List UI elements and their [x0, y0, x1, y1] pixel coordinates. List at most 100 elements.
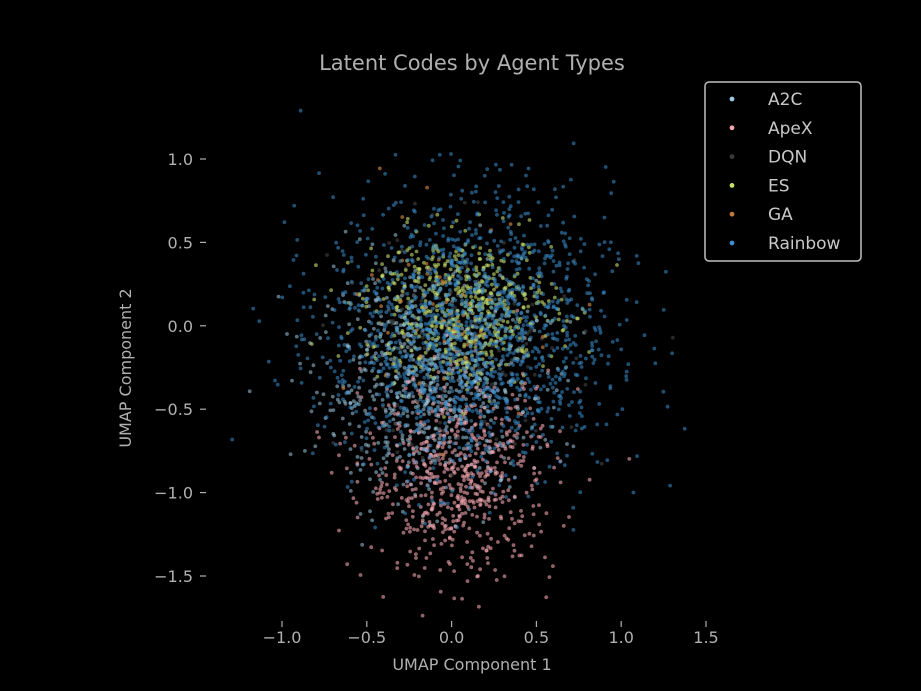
data-point	[353, 403, 358, 408]
data-point	[534, 477, 539, 482]
data-point	[563, 338, 568, 343]
data-point	[524, 348, 529, 352]
data-point	[443, 428, 448, 432]
data-point	[456, 237, 460, 242]
data-point	[483, 433, 487, 438]
data-point	[626, 362, 631, 367]
data-point	[323, 313, 328, 318]
data-point	[476, 433, 480, 438]
data-point	[400, 330, 404, 335]
data-point	[326, 336, 330, 341]
data-point	[301, 290, 306, 295]
data-point	[424, 383, 429, 388]
data-point	[373, 525, 377, 530]
data-point	[398, 405, 403, 410]
data-point	[449, 506, 454, 511]
data-point	[342, 343, 347, 347]
data-point	[529, 242, 533, 247]
data-point	[458, 293, 463, 298]
data-point	[472, 324, 477, 329]
data-point	[523, 381, 527, 385]
data-point	[480, 498, 484, 503]
data-point	[400, 215, 405, 219]
data-point	[494, 437, 499, 441]
data-point	[537, 470, 542, 475]
data-point	[477, 441, 482, 446]
data-point	[471, 336, 475, 341]
data-point	[413, 201, 417, 206]
data-point	[410, 391, 414, 395]
data-point	[379, 484, 384, 488]
data-point	[551, 269, 556, 274]
data-point	[442, 335, 447, 339]
data-point	[564, 356, 568, 360]
data-point	[527, 395, 531, 400]
data-point	[523, 372, 528, 377]
data-point	[360, 354, 364, 359]
data-point	[523, 330, 528, 335]
data-point	[397, 420, 402, 425]
data-point	[509, 383, 514, 387]
data-point	[466, 477, 471, 481]
data-point	[392, 411, 397, 416]
data-point	[463, 498, 468, 503]
data-point	[365, 342, 370, 347]
data-point	[487, 430, 491, 435]
data-point	[372, 326, 376, 331]
data-point	[511, 463, 516, 467]
data-point	[379, 304, 384, 309]
data-point	[430, 490, 434, 495]
data-point	[534, 278, 539, 283]
data-point	[350, 411, 355, 416]
data-point	[467, 499, 472, 504]
data-point	[378, 331, 383, 336]
data-point	[457, 246, 461, 251]
data-point	[424, 261, 429, 266]
data-point	[483, 481, 487, 486]
data-point	[446, 338, 451, 343]
data-point	[535, 384, 540, 389]
data-point	[426, 223, 431, 228]
data-point	[507, 526, 512, 531]
data-point	[519, 387, 524, 392]
data-point	[450, 465, 454, 470]
data-point	[467, 430, 471, 435]
data-point	[431, 395, 435, 400]
data-point	[515, 253, 520, 258]
data-point	[512, 245, 517, 250]
data-point	[453, 407, 458, 412]
data-point	[432, 290, 437, 295]
data-point	[333, 442, 338, 447]
data-point	[364, 304, 369, 309]
data-point	[387, 424, 392, 429]
data-point	[365, 347, 370, 352]
data-point	[485, 257, 490, 261]
data-point	[588, 314, 592, 319]
data-point	[373, 337, 378, 342]
data-point	[495, 460, 499, 465]
data-point	[336, 343, 341, 348]
data-point	[391, 306, 396, 310]
data-point	[403, 349, 407, 353]
data-point	[485, 531, 490, 536]
data-point	[400, 280, 405, 285]
data-point	[467, 277, 472, 282]
data-point	[474, 342, 479, 347]
data-point	[431, 466, 436, 470]
data-point	[414, 416, 419, 420]
data-point	[349, 431, 354, 436]
data-point	[560, 390, 564, 394]
data-point	[396, 362, 401, 367]
data-point	[523, 255, 528, 260]
data-point	[486, 497, 491, 502]
data-point	[532, 328, 537, 333]
data-point	[320, 355, 325, 360]
data-point	[537, 373, 542, 378]
data-point	[477, 236, 481, 241]
data-point	[406, 262, 411, 267]
data-point	[499, 316, 504, 320]
data-point	[363, 286, 367, 290]
data-point	[328, 401, 333, 406]
data-point	[468, 343, 473, 348]
data-point	[444, 404, 449, 409]
